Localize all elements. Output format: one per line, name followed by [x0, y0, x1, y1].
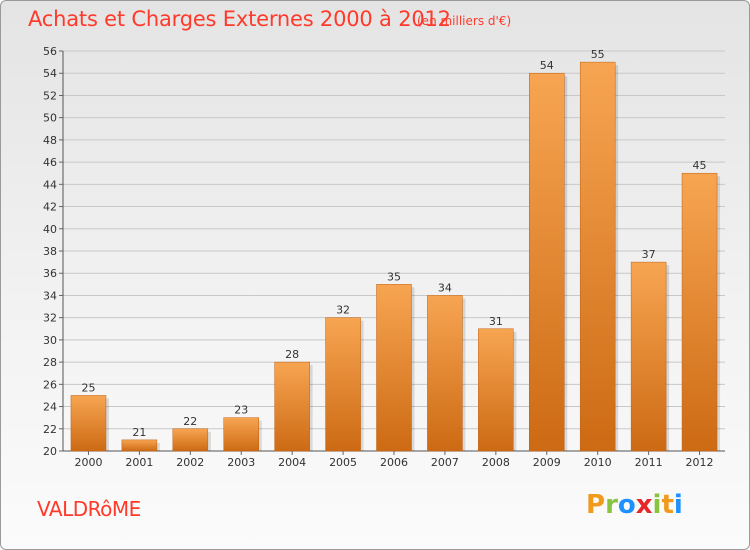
logo-letter: t — [661, 490, 674, 520]
bar — [223, 417, 259, 452]
x-tick-label: 2006 — [380, 456, 408, 469]
x-tick-label: 2000 — [74, 456, 102, 469]
y-tick-label: 46 — [43, 156, 57, 169]
data-label: 45 — [693, 159, 707, 172]
y-tick-label: 54 — [43, 67, 57, 80]
x-tick-label: 2003 — [227, 456, 255, 469]
logo-letter: x — [635, 490, 653, 520]
bar — [579, 61, 616, 452]
bar — [427, 295, 463, 452]
bar — [172, 428, 209, 452]
y-tick-label: 42 — [43, 201, 57, 214]
data-label: 31 — [489, 315, 503, 328]
y-tick-label: 32 — [43, 312, 57, 325]
logo-letter: i — [673, 490, 683, 520]
bar — [325, 317, 361, 452]
data-label: 35 — [387, 270, 401, 283]
data-label: 54 — [540, 59, 554, 72]
x-tick-label: 2012 — [686, 456, 714, 469]
y-tick-label: 20 — [43, 445, 57, 458]
x-tick-label: 2010 — [584, 456, 612, 469]
data-label: 37 — [642, 248, 656, 261]
bar — [376, 284, 412, 452]
bar — [681, 172, 718, 452]
data-label: 25 — [81, 381, 95, 394]
bar — [529, 72, 565, 452]
logo-letter: i — [652, 490, 662, 520]
data-label: 21 — [132, 426, 146, 439]
y-tick-label: 38 — [43, 245, 57, 258]
x-tick-label: 2002 — [176, 456, 204, 469]
data-label: 22 — [183, 415, 197, 428]
x-tick-label: 2005 — [329, 456, 357, 469]
y-tick-label: 56 — [43, 45, 57, 58]
y-tick-label: 34 — [43, 289, 57, 302]
proxiti-logo: Proxiti — [586, 490, 683, 520]
y-tick-label: 40 — [43, 223, 57, 236]
bar — [70, 395, 107, 452]
y-tick-label: 36 — [43, 267, 57, 280]
chart-title: Achats et Charges Externes 2000 à 2012 — [28, 7, 451, 31]
chart-subtitle: (en milliers d'€) — [417, 14, 512, 28]
data-label: 34 — [438, 281, 452, 294]
logo-letter: P — [586, 490, 606, 520]
y-tick-label: 22 — [43, 423, 57, 436]
data-label: 23 — [234, 404, 248, 417]
x-tick-label: 2009 — [533, 456, 561, 469]
place-name: VALDRôME — [37, 497, 141, 521]
y-tick-label: 50 — [43, 112, 57, 125]
x-tick-label: 2001 — [125, 456, 153, 469]
y-tick-label: 30 — [43, 334, 57, 347]
x-tick-label: 2007 — [431, 456, 459, 469]
bar — [478, 328, 514, 452]
y-tick-label: 26 — [43, 378, 57, 391]
x-tick-label: 2011 — [635, 456, 663, 469]
y-tick-label: 24 — [43, 401, 57, 414]
x-tick-label: 2004 — [278, 456, 306, 469]
x-tick-label: 2008 — [482, 456, 510, 469]
bar — [630, 261, 667, 452]
y-tick-label: 28 — [43, 356, 57, 369]
data-label: 32 — [336, 304, 350, 317]
data-label: 28 — [285, 348, 299, 361]
logo-letter: o — [617, 490, 636, 520]
logo-letter: r — [605, 490, 618, 520]
y-tick-label: 44 — [43, 178, 57, 191]
bar — [121, 439, 158, 452]
data-label: 55 — [591, 48, 605, 61]
y-tick-label: 52 — [43, 89, 57, 102]
y-tick-label: 48 — [43, 134, 57, 147]
bar — [274, 361, 310, 452]
